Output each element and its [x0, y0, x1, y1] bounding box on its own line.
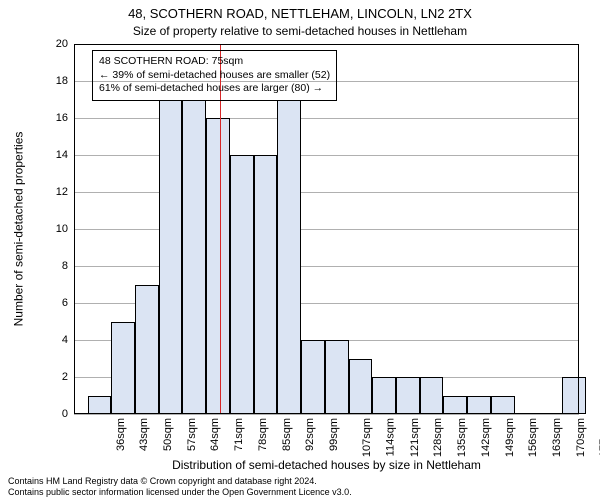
y-axis-label: Number of semi-detached properties: [12, 44, 24, 414]
xtick-label: 43sqm: [138, 418, 150, 451]
histogram-bar: [277, 100, 301, 415]
y-axis-label-text: Number of semi-detached properties: [11, 132, 25, 327]
xtick-label: 57sqm: [186, 418, 198, 451]
histogram-bar: [443, 396, 467, 415]
chart-root: 48, SCOTHERN ROAD, NETTLEHAM, LINCOLN, L…: [0, 0, 600, 500]
histogram-bar: [88, 396, 112, 415]
histogram-bar: [396, 377, 420, 414]
footer-line-1: Contains HM Land Registry data © Crown c…: [8, 476, 592, 487]
annotation-line: 48 SCOTHERN ROAD: 75sqm: [99, 55, 330, 69]
title-super: 48, SCOTHERN ROAD, NETTLEHAM, LINCOLN, L…: [0, 6, 600, 21]
histogram-bar: [491, 396, 515, 415]
histogram-bar: [206, 118, 230, 414]
ytick-label: 14: [56, 149, 68, 161]
ytick-label: 4: [62, 334, 68, 346]
histogram-bar: [467, 396, 491, 415]
xtick-label: 128sqm: [433, 418, 445, 457]
xtick-label: 142sqm: [480, 418, 492, 457]
footer-line-2: Contains public sector information licen…: [8, 487, 592, 498]
histogram-bar: [372, 377, 396, 414]
histogram-bar: [325, 340, 349, 414]
histogram-bar: [159, 100, 183, 415]
ytick-label: 16: [56, 112, 68, 124]
annotation-line: ← 39% of semi-detached houses are smalle…: [99, 69, 330, 83]
ytick-label: 18: [56, 75, 68, 87]
histogram-bar: [349, 359, 373, 415]
annotation-box: 48 SCOTHERN ROAD: 75sqm← 39% of semi-det…: [92, 50, 337, 101]
xtick-label: 107sqm: [361, 418, 373, 457]
ytick-label: 0: [62, 408, 68, 420]
xtick-label: 71sqm: [233, 418, 245, 451]
gridline: [74, 266, 579, 267]
ytick-label: 20: [56, 38, 68, 50]
ytick-label: 2: [62, 371, 68, 383]
histogram-bar: [230, 155, 254, 414]
gridline: [74, 155, 579, 156]
gridline: [74, 118, 579, 119]
xtick-label: 64sqm: [209, 418, 221, 451]
xtick-label: 121sqm: [409, 418, 421, 457]
ytick-label: 12: [56, 186, 68, 198]
xtick-label: 135sqm: [456, 418, 468, 457]
xtick-label: 156sqm: [527, 418, 539, 457]
xtick-label: 92sqm: [304, 418, 316, 451]
histogram-bar: [562, 377, 586, 414]
gridline: [74, 229, 579, 230]
xtick-label: 85sqm: [281, 418, 293, 451]
x-axis-label: Distribution of semi-detached houses by …: [74, 458, 579, 472]
histogram-bar: [301, 340, 325, 414]
gridline: [74, 414, 579, 415]
ytick-label: 10: [56, 223, 68, 235]
ytick-label: 8: [62, 260, 68, 272]
histogram-bar: [420, 377, 444, 414]
xtick-label: 78sqm: [257, 418, 269, 451]
chart-area: 0246810121416182036sqm43sqm50sqm57sqm64s…: [74, 44, 579, 414]
histogram-bar: [111, 322, 135, 415]
gridline: [74, 44, 579, 45]
plot-region: 0246810121416182036sqm43sqm50sqm57sqm64s…: [74, 44, 579, 414]
annotation-line: 61% of semi-detached houses are larger (…: [99, 82, 330, 96]
footer: Contains HM Land Registry data © Crown c…: [0, 473, 600, 500]
xtick-label: 114sqm: [384, 418, 396, 456]
gridline: [74, 192, 579, 193]
xtick-label: 36sqm: [115, 418, 127, 451]
xtick-label: 99sqm: [328, 418, 340, 451]
histogram-bar: [254, 155, 278, 414]
title-sub: Size of property relative to semi-detach…: [0, 24, 600, 38]
histogram-bar: [135, 285, 159, 415]
xtick-label: 149sqm: [504, 418, 516, 457]
xtick-label: 170sqm: [575, 418, 587, 457]
histogram-bar: [182, 100, 206, 415]
xtick-label: 50sqm: [162, 418, 174, 451]
ytick-label: 6: [62, 297, 68, 309]
xtick-label: 163sqm: [551, 418, 563, 457]
